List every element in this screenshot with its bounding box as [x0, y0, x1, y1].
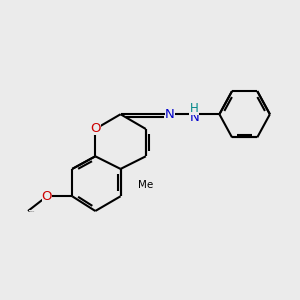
Text: O: O: [42, 190, 52, 203]
Text: O: O: [90, 122, 101, 136]
Text: Me: Me: [138, 180, 153, 190]
Text: N: N: [189, 111, 199, 124]
Text: methoxy: methoxy: [29, 210, 35, 211]
Text: N: N: [165, 108, 175, 121]
Text: H: H: [190, 102, 199, 115]
